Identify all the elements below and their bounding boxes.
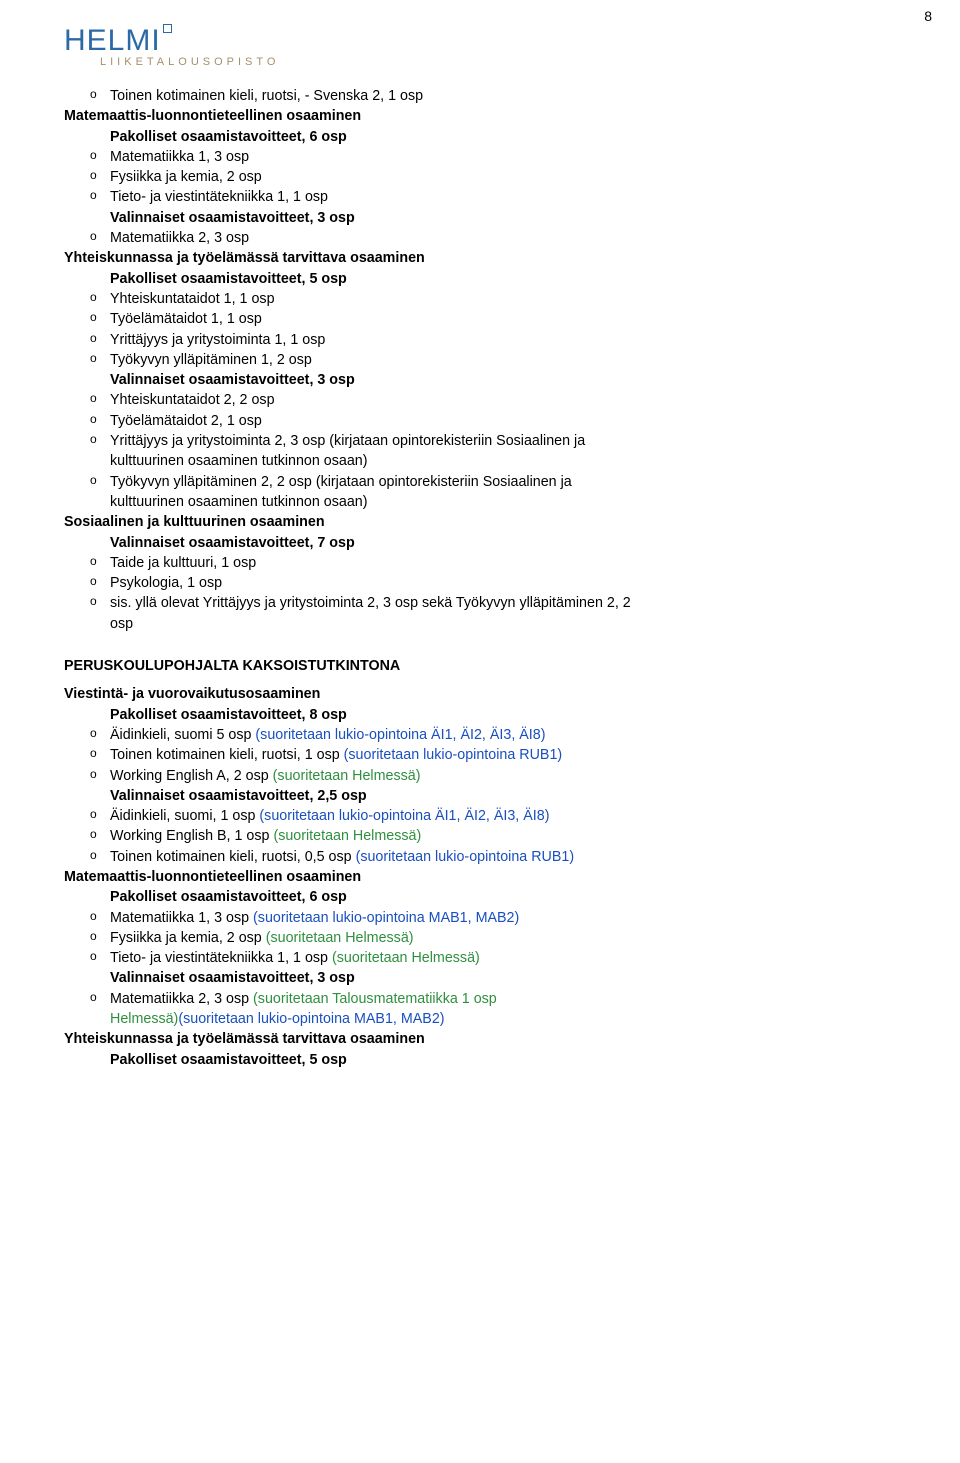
subheading: Pakolliset osaamistavoitteet, 5 osp bbox=[64, 1050, 896, 1070]
item-text: Äidinkieli, suomi 5 osp bbox=[110, 727, 255, 743]
item-text: Matematiikka 2, 3 osp bbox=[110, 991, 253, 1007]
heading: Viestintä- ja vuorovaikutusosaaminen bbox=[64, 684, 896, 704]
list-item: Työelämätaidot 1, 1 osp bbox=[64, 309, 896, 329]
list-item: Toinen kotimainen kieli, ruotsi, - Svens… bbox=[64, 86, 896, 106]
list-item: Äidinkieli, suomi, 1 osp (suoritetaan lu… bbox=[64, 806, 896, 826]
list-item: Työelämätaidot 2, 1 osp bbox=[64, 411, 896, 431]
subheading: Pakolliset osaamistavoitteet, 6 osp bbox=[64, 887, 896, 907]
list-item: Tieto- ja viestintätekniikka 1, 1 osp (s… bbox=[64, 948, 896, 968]
list-item: Taide ja kulttuuri, 1 osp bbox=[64, 553, 896, 573]
list-item: Toinen kotimainen kieli, ruotsi, 1 osp (… bbox=[64, 745, 896, 765]
list-item: Yrittäjyys ja yritystoiminta 2, 3 osp (k… bbox=[64, 431, 896, 451]
logo: HELMI LIIKETALOUSOPISTO bbox=[64, 24, 896, 68]
heading: Matemaattis-luonnontieteellinen osaamine… bbox=[64, 106, 896, 126]
item-note: (suoritetaan lukio-opintoina RUB1) bbox=[356, 849, 575, 865]
list-item: Fysiikka ja kemia, 2 osp bbox=[64, 167, 896, 187]
item-note: (suoritetaan lukio-opintoina MAB1, MAB2) bbox=[178, 1011, 444, 1027]
list-item-continuation: osp bbox=[64, 614, 896, 634]
item-note: (suoritetaan lukio-opintoina ÄI1, ÄI2, Ä… bbox=[259, 808, 549, 824]
list-item: Matematiikka 2, 3 osp bbox=[64, 228, 896, 248]
document-page: 8 HELMI LIIKETALOUSOPISTO Toinen kotimai… bbox=[0, 0, 960, 1110]
item-text: Toinen kotimainen kieli, ruotsi, 1 osp bbox=[110, 747, 344, 763]
list-item: Tieto- ja viestintätekniikka 1, 1 osp bbox=[64, 187, 896, 207]
subheading: Valinnaiset osaamistavoitteet, 7 osp bbox=[64, 533, 896, 553]
content: Toinen kotimainen kieli, ruotsi, - Svens… bbox=[64, 86, 896, 1070]
subheading: Valinnaiset osaamistavoitteet, 3 osp bbox=[64, 968, 896, 988]
item-note: (suoritetaan Helmessä) bbox=[332, 950, 480, 966]
list-item: Working English B, 1 osp (suoritetaan He… bbox=[64, 826, 896, 846]
logo-square-icon bbox=[163, 24, 172, 33]
list-item: Äidinkieli, suomi 5 osp (suoritetaan luk… bbox=[64, 725, 896, 745]
item-note: (suoritetaan Helmessä) bbox=[273, 828, 421, 844]
list-item-continuation: kulttuurinen osaaminen tutkinnon osaan) bbox=[64, 492, 896, 512]
item-text: Toinen kotimainen kieli, ruotsi, 0,5 osp bbox=[110, 849, 356, 865]
list-item: Psykologia, 1 osp bbox=[64, 573, 896, 593]
list-item: sis. yllä olevat Yrittäjyys ja yritystoi… bbox=[64, 593, 896, 613]
item-text: Matematiikka 1, 3 osp bbox=[110, 910, 253, 926]
heading: Yhteiskunnassa ja työelämässä tarvittava… bbox=[64, 1029, 896, 1049]
list-item-continuation: Helmessä)(suoritetaan lukio-opintoina MA… bbox=[64, 1009, 896, 1029]
logo-brand-text: HELMI bbox=[64, 24, 161, 57]
item-note: (suoritetaan Talousmatematiikka 1 osp bbox=[253, 991, 497, 1007]
list-item: Työkyvyn ylläpitäminen 1, 2 osp bbox=[64, 350, 896, 370]
list-item: Matematiikka 1, 3 osp (suoritetaan lukio… bbox=[64, 908, 896, 928]
heading: Sosiaalinen ja kulttuurinen osaaminen bbox=[64, 512, 896, 532]
item-text: Äidinkieli, suomi, 1 osp bbox=[110, 808, 259, 824]
item-note: (suoritetaan Helmessä) bbox=[266, 930, 414, 946]
page-number: 8 bbox=[924, 8, 932, 24]
item-note: (suoritetaan lukio-opintoina MAB1, MAB2) bbox=[253, 910, 519, 926]
item-note: (suoritetaan lukio-opintoina ÄI1, ÄI2, Ä… bbox=[255, 727, 545, 743]
list-item-continuation: kulttuurinen osaaminen tutkinnon osaan) bbox=[64, 451, 896, 471]
list-item: Yhteiskuntataidot 2, 2 osp bbox=[64, 390, 896, 410]
item-note: Helmessä) bbox=[110, 1011, 178, 1027]
logo-brand: HELMI bbox=[64, 24, 172, 58]
subheading: Valinnaiset osaamistavoitteet, 3 osp bbox=[64, 370, 896, 390]
logo-subline: LIIKETALOUSOPISTO bbox=[100, 56, 896, 68]
item-note: (suoritetaan Helmessä) bbox=[273, 768, 421, 784]
item-note: (suoritetaan lukio-opintoina RUB1) bbox=[344, 747, 563, 763]
subheading: Pakolliset osaamistavoitteet, 8 osp bbox=[64, 705, 896, 725]
subheading: Valinnaiset osaamistavoitteet, 3 osp bbox=[64, 208, 896, 228]
list-item: Yrittäjyys ja yritystoiminta 1, 1 osp bbox=[64, 330, 896, 350]
item-text: Working English A, 2 osp bbox=[110, 768, 273, 784]
item-text: Working English B, 1 osp bbox=[110, 828, 273, 844]
heading: Yhteiskunnassa ja työelämässä tarvittava… bbox=[64, 248, 896, 268]
list-item: Työkyvyn ylläpitäminen 2, 2 osp (kirjata… bbox=[64, 472, 896, 492]
subheading: Pakolliset osaamistavoitteet, 5 osp bbox=[64, 269, 896, 289]
section-title: PERUSKOULUPOHJALTA KAKSOISTUTKINTONA bbox=[64, 656, 896, 676]
subheading: Pakolliset osaamistavoitteet, 6 osp bbox=[64, 127, 896, 147]
list-item: Matematiikka 2, 3 osp (suoritetaan Talou… bbox=[64, 989, 896, 1009]
list-item: Yhteiskuntataidot 1, 1 osp bbox=[64, 289, 896, 309]
item-text: Fysiikka ja kemia, 2 osp bbox=[110, 930, 266, 946]
list-item: Working English A, 2 osp (suoritetaan He… bbox=[64, 766, 896, 786]
list-item: Toinen kotimainen kieli, ruotsi, 0,5 osp… bbox=[64, 847, 896, 867]
item-text: Tieto- ja viestintätekniikka 1, 1 osp bbox=[110, 950, 332, 966]
subheading: Valinnaiset osaamistavoitteet, 2,5 osp bbox=[64, 786, 896, 806]
heading: Matemaattis-luonnontieteellinen osaamine… bbox=[64, 867, 896, 887]
list-item: Fysiikka ja kemia, 2 osp (suoritetaan He… bbox=[64, 928, 896, 948]
list-item: Matematiikka 1, 3 osp bbox=[64, 147, 896, 167]
